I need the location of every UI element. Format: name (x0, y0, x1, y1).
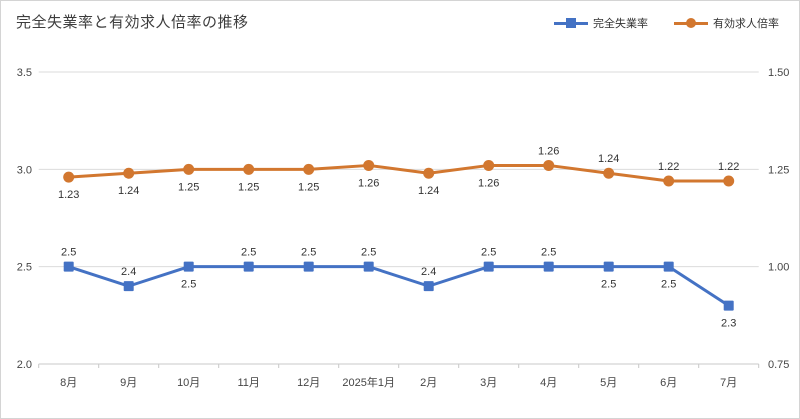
x-axis-category-label: 8月 (60, 377, 77, 389)
data-point-circle-marker (183, 163, 195, 175)
data-point-circle-marker (63, 171, 75, 183)
y-axis-right-tick-label: 0.75 (768, 359, 789, 371)
data-point-circle-marker (603, 167, 615, 179)
x-axis-category-label: 7月 (720, 377, 737, 389)
y-axis-left-tick-label: 3.0 (17, 164, 32, 176)
data-point-circle-marker (363, 159, 375, 171)
data-point-label: 1.23 (58, 189, 79, 201)
data-point-label: 1.26 (358, 177, 379, 189)
y-axis-left-tick-label: 3.5 (17, 67, 32, 79)
line-circle-marker-icon (674, 17, 708, 29)
data-point-circle-marker (663, 175, 675, 187)
data-point-label: 1.25 (298, 181, 319, 193)
data-point-square-marker (603, 261, 614, 272)
data-point-label: 1.22 (718, 161, 739, 173)
data-point-label: 2.5 (661, 279, 676, 291)
data-point-label: 1.24 (118, 185, 139, 197)
data-point-circle-marker (123, 167, 135, 179)
y-axis-right-tick-label: 1.25 (768, 164, 789, 176)
data-point-label: 2.5 (241, 247, 256, 259)
series-line-square (67, 265, 731, 308)
data-point-square-marker (663, 261, 674, 272)
data-point-circle-marker (543, 159, 555, 171)
data-point-square-marker (423, 281, 434, 292)
legend-label-job-openings-ratio: 有効求人倍率 (713, 18, 779, 30)
legend-item-unemployment-rate[interactable]: 完全失業率 (554, 15, 648, 31)
data-point-square-marker (183, 261, 194, 272)
x-axis-category-label: 4月 (540, 377, 557, 389)
data-point-label: 1.26 (538, 145, 559, 157)
x-axis-category-label: 12月 (297, 377, 320, 389)
data-point-label: 2.5 (361, 247, 376, 259)
data-point-square-marker (123, 281, 134, 292)
x-axis-category-label: 3月 (480, 377, 497, 389)
data-point-label: 1.24 (598, 153, 619, 165)
data-point-square-marker (303, 261, 314, 272)
x-axis-category-label: 2月 (420, 377, 437, 389)
y-axis-left-tick-label: 2.0 (17, 359, 32, 371)
data-point-square-marker (363, 261, 374, 272)
data-point-label: 2.5 (61, 247, 76, 259)
data-point-label: 1.22 (658, 161, 679, 173)
x-axis-category-label: 9月 (120, 377, 137, 389)
line-square-marker-icon (554, 17, 588, 29)
data-point-label: 2.4 (421, 266, 436, 278)
chart-legend: 完全失業率 有効求人倍率 (554, 15, 779, 31)
data-point-label: 1.25 (238, 181, 259, 193)
y-axis-right-tick-label: 1.50 (768, 67, 789, 79)
data-point-circle-marker (243, 163, 255, 175)
data-point-label: 2.3 (721, 318, 736, 330)
x-axis-category-label: 2025年1月 (342, 375, 395, 389)
legend-item-job-openings-ratio[interactable]: 有効求人倍率 (674, 15, 779, 31)
data-point-circle-marker (303, 163, 315, 175)
y-axis-right-tick-label: 1.00 (768, 262, 789, 274)
x-axis-category-label: 10月 (177, 377, 200, 389)
data-point-circle-marker (423, 167, 435, 179)
data-point-square-marker (543, 261, 554, 272)
data-point-label: 2.5 (601, 279, 616, 291)
y-axis-left-tick-label: 2.5 (17, 262, 32, 274)
chart-title: 完全失業率と有効求人倍率の推移 (16, 14, 249, 31)
data-point-square-marker (483, 261, 494, 272)
data-point-square-marker (723, 300, 734, 311)
series-line-circle (67, 163, 731, 183)
data-point-label: 2.5 (181, 279, 196, 291)
data-point-label: 2.5 (301, 247, 316, 259)
data-point-square-marker (63, 261, 74, 272)
data-point-label: 2.5 (541, 247, 556, 259)
x-axis-category-label: 6月 (660, 377, 677, 389)
data-point-circle-marker (483, 159, 495, 171)
data-point-square-marker (243, 261, 254, 272)
x-axis-category-label: 5月 (600, 377, 617, 389)
legend-label-unemployment-rate: 完全失業率 (593, 18, 648, 30)
data-point-label: 2.4 (121, 266, 136, 278)
data-point-label: 1.24 (418, 185, 439, 197)
data-point-label: 1.26 (478, 177, 499, 189)
data-point-circle-marker (723, 175, 735, 187)
x-axis-category-label: 11月 (237, 377, 259, 389)
data-point-label: 1.25 (178, 181, 199, 193)
data-point-label: 2.5 (481, 247, 496, 259)
